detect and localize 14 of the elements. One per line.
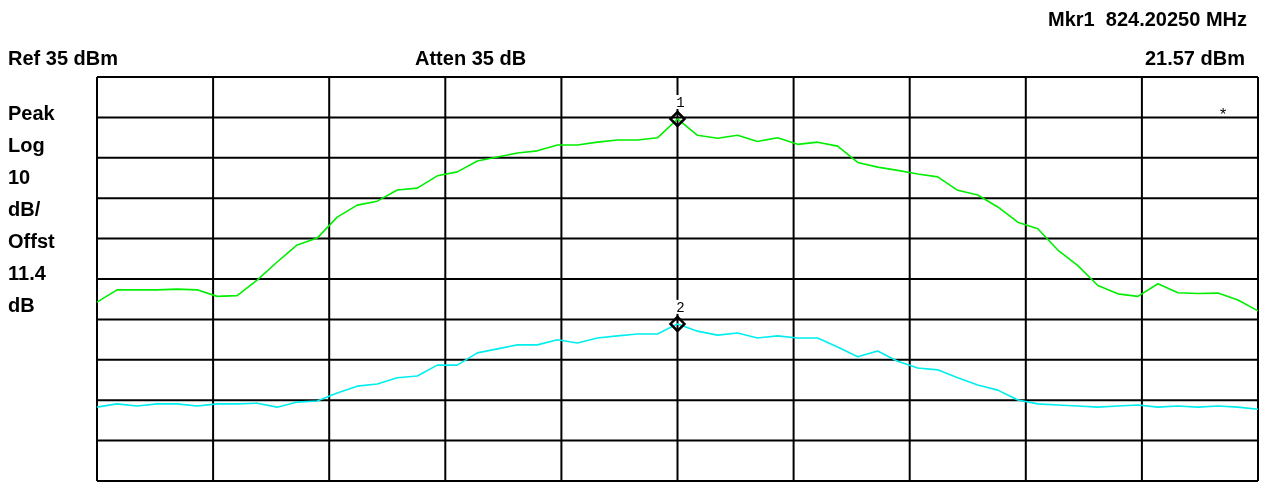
text: Ref 35 dBm [8, 47, 119, 69]
text: dB/ [8, 198, 41, 220]
text: Offst [8, 230, 55, 252]
text: 11.4 [8, 262, 46, 284]
text: 21.57 dBm [1144, 47, 1245, 69]
text: dB [8, 294, 35, 316]
text: Mkr1 824.20250 MHz [1047, 8, 1247, 30]
text: Peak [8, 102, 55, 124]
text: 10 [8, 166, 31, 188]
annotation: 2 [676, 299, 685, 316]
text: Log [8, 134, 45, 156]
text: Atten 35 dB [415, 47, 527, 69]
annotation: * [1220, 105, 1227, 125]
annotation: 1 [676, 94, 685, 111]
